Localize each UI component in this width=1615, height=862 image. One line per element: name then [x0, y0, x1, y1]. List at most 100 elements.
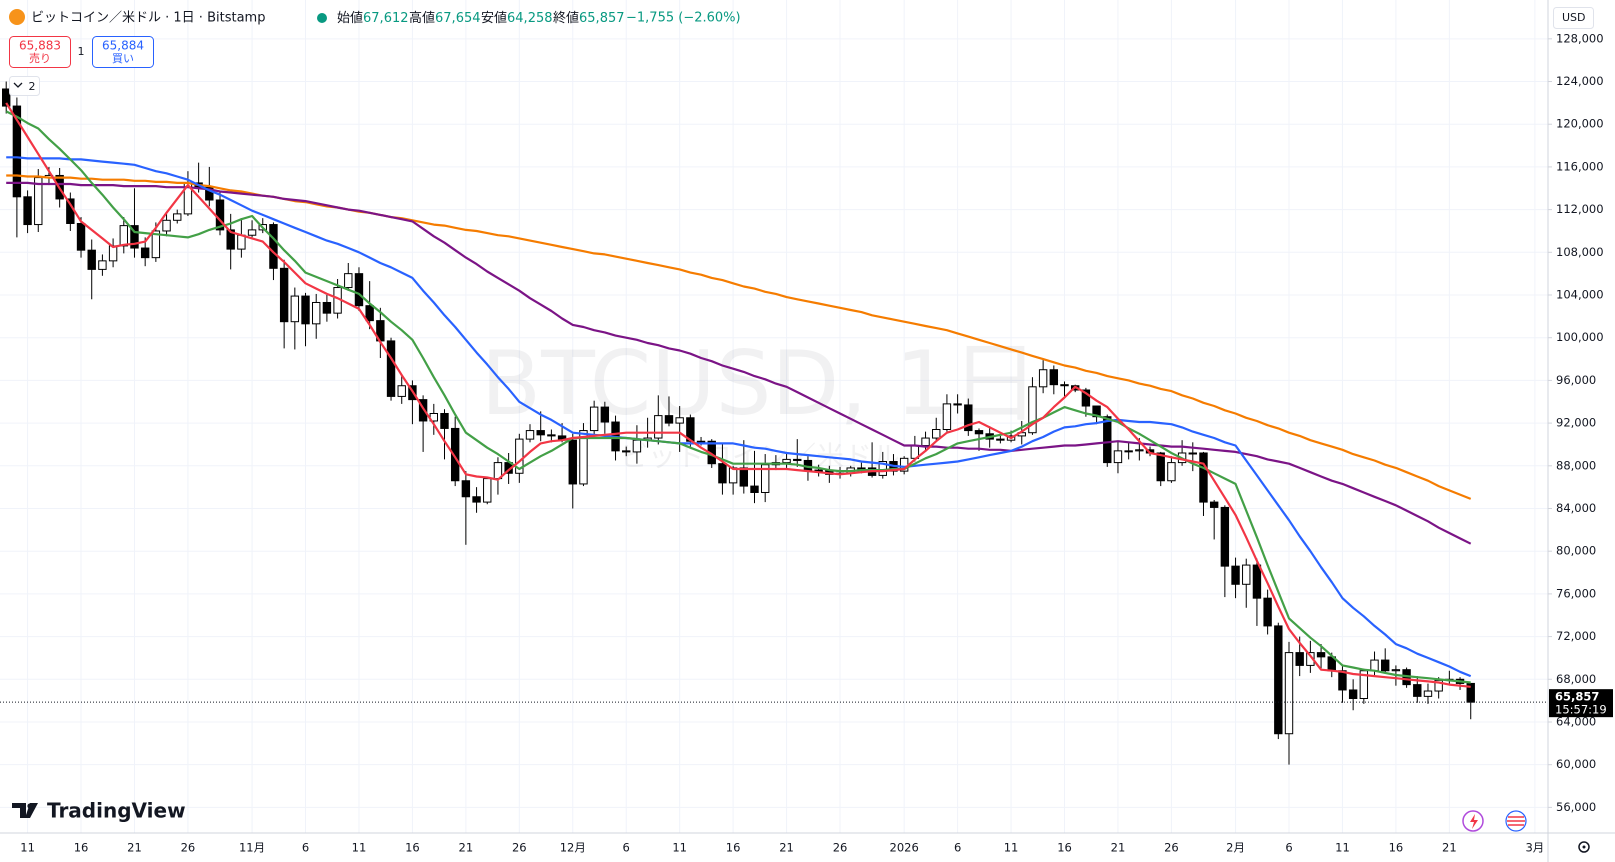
settings-icon[interactable] — [1578, 841, 1590, 853]
x-tick-label: 6 — [1285, 841, 1292, 855]
x-tick-label: 26 — [512, 841, 527, 855]
candle-body — [461, 480, 471, 498]
candle-body — [814, 469, 823, 472]
x-tick-label: 16 — [726, 841, 741, 855]
x-tick-label: 11月 — [239, 841, 265, 855]
ohlc-open-value: 67,612 — [363, 11, 409, 26]
candle-body — [675, 417, 684, 424]
y-tick-label: 120,000 — [1556, 117, 1604, 131]
candle-body — [857, 467, 866, 470]
candle-body — [1103, 416, 1112, 464]
y-tick-label: 104,000 — [1556, 288, 1604, 302]
y-tick-label: 80,000 — [1556, 544, 1596, 558]
y-tick-label: 84,000 — [1556, 501, 1596, 515]
candle-body — [140, 247, 150, 259]
candle-body — [793, 458, 802, 461]
candle-body — [964, 404, 973, 432]
candle-body — [354, 273, 364, 307]
quantity[interactable]: 1 — [78, 45, 85, 58]
candle-body — [974, 430, 984, 435]
y-tick-label: 76,000 — [1556, 586, 1596, 600]
candle-body — [1338, 670, 1347, 691]
candle-body — [247, 229, 257, 236]
x-tick-label: 6 — [623, 841, 630, 855]
candle-body — [1348, 689, 1358, 700]
candle-body — [386, 340, 396, 397]
moving-average-line — [6, 156, 1472, 678]
ohlc-close-value: 65,857 — [579, 11, 625, 26]
y-tick-label: 112,000 — [1556, 202, 1604, 216]
candle-body — [1295, 652, 1304, 666]
candle-body — [290, 295, 300, 323]
candle-body — [1167, 462, 1176, 482]
last-price-label: 65,857 — [1555, 690, 1599, 704]
candle-body — [226, 229, 235, 250]
ohlc-open-label: 始値 — [337, 10, 363, 26]
candle-body — [1081, 389, 1091, 407]
candle-body — [996, 438, 1005, 441]
candle-body — [921, 437, 930, 447]
candle-body — [1423, 690, 1433, 697]
y-tick-label: 92,000 — [1556, 416, 1596, 430]
candle-body — [151, 230, 161, 259]
last-price-box — [1549, 689, 1613, 718]
candle-body — [1316, 652, 1326, 658]
y-tick-label: 56,000 — [1556, 800, 1596, 814]
candle-body — [1124, 450, 1133, 453]
x-tick-label: 21 — [1442, 841, 1457, 855]
candle-body — [622, 450, 631, 453]
alert-bolt — [1470, 814, 1478, 829]
x-tick-label: 16 — [74, 841, 89, 855]
x-tick-label: 11 — [1335, 841, 1350, 855]
settings-center — [1582, 845, 1586, 849]
brand-dot — [27, 803, 33, 809]
candle-body — [953, 403, 962, 406]
moving-average-line — [5, 102, 1471, 688]
candle-body — [600, 406, 610, 423]
candle-body — [322, 301, 332, 314]
x-tick-label: 21 — [127, 841, 142, 855]
indicators-toggle[interactable] — [9, 76, 40, 96]
candle-body — [696, 440, 706, 443]
candle-body — [525, 430, 535, 440]
ohlc-high-label: 高値 — [409, 10, 435, 26]
candle-body — [119, 225, 128, 247]
candle-body — [739, 467, 749, 487]
candle-body — [344, 273, 353, 289]
y-tick-label: 60,000 — [1556, 757, 1596, 771]
sell-button[interactable] — [9, 36, 71, 68]
candle-body — [654, 415, 663, 439]
candle-body — [1209, 501, 1219, 508]
candle-body — [87, 249, 96, 270]
brand-name: TradingView — [47, 799, 186, 823]
ohlc-low-value: 64,258 — [507, 11, 553, 26]
x-tick-label: 6 — [954, 841, 961, 855]
candle-body — [1135, 449, 1144, 452]
candle-body — [782, 458, 791, 464]
y-tick-label: 100,000 — [1556, 330, 1604, 344]
buy-button[interactable] — [92, 36, 154, 68]
candle-body — [108, 245, 118, 262]
moving-average-line — [6, 181, 1472, 545]
x-tick-label: 3月 — [1525, 841, 1544, 855]
candle-body — [1156, 452, 1165, 482]
candle-body — [1049, 369, 1059, 386]
x-tick-label: 26 — [181, 841, 196, 855]
ohlc-change: −1,755 (−2.60%) — [626, 11, 741, 26]
buy-price: 65,884 — [102, 39, 144, 53]
sell-label: 売り — [29, 52, 51, 65]
symbol-title[interactable]: ビットコイン／米ドル · 1日 · Bitstamp — [31, 11, 265, 26]
ohlc-low: 安値64,258 — [481, 10, 553, 26]
candle-body — [547, 434, 556, 437]
currency-button[interactable] — [1553, 7, 1594, 29]
x-tick-label: 11 — [20, 841, 35, 855]
currency: USD — [1562, 11, 1586, 24]
y-tick-label: 88,000 — [1556, 458, 1596, 472]
market-status — [317, 13, 327, 23]
x-tick-label: 11 — [672, 841, 687, 855]
y-tick-label: 128,000 — [1556, 31, 1604, 45]
candle-body — [397, 385, 406, 397]
candle-body — [23, 196, 32, 226]
chevron-icon — [13, 82, 23, 88]
